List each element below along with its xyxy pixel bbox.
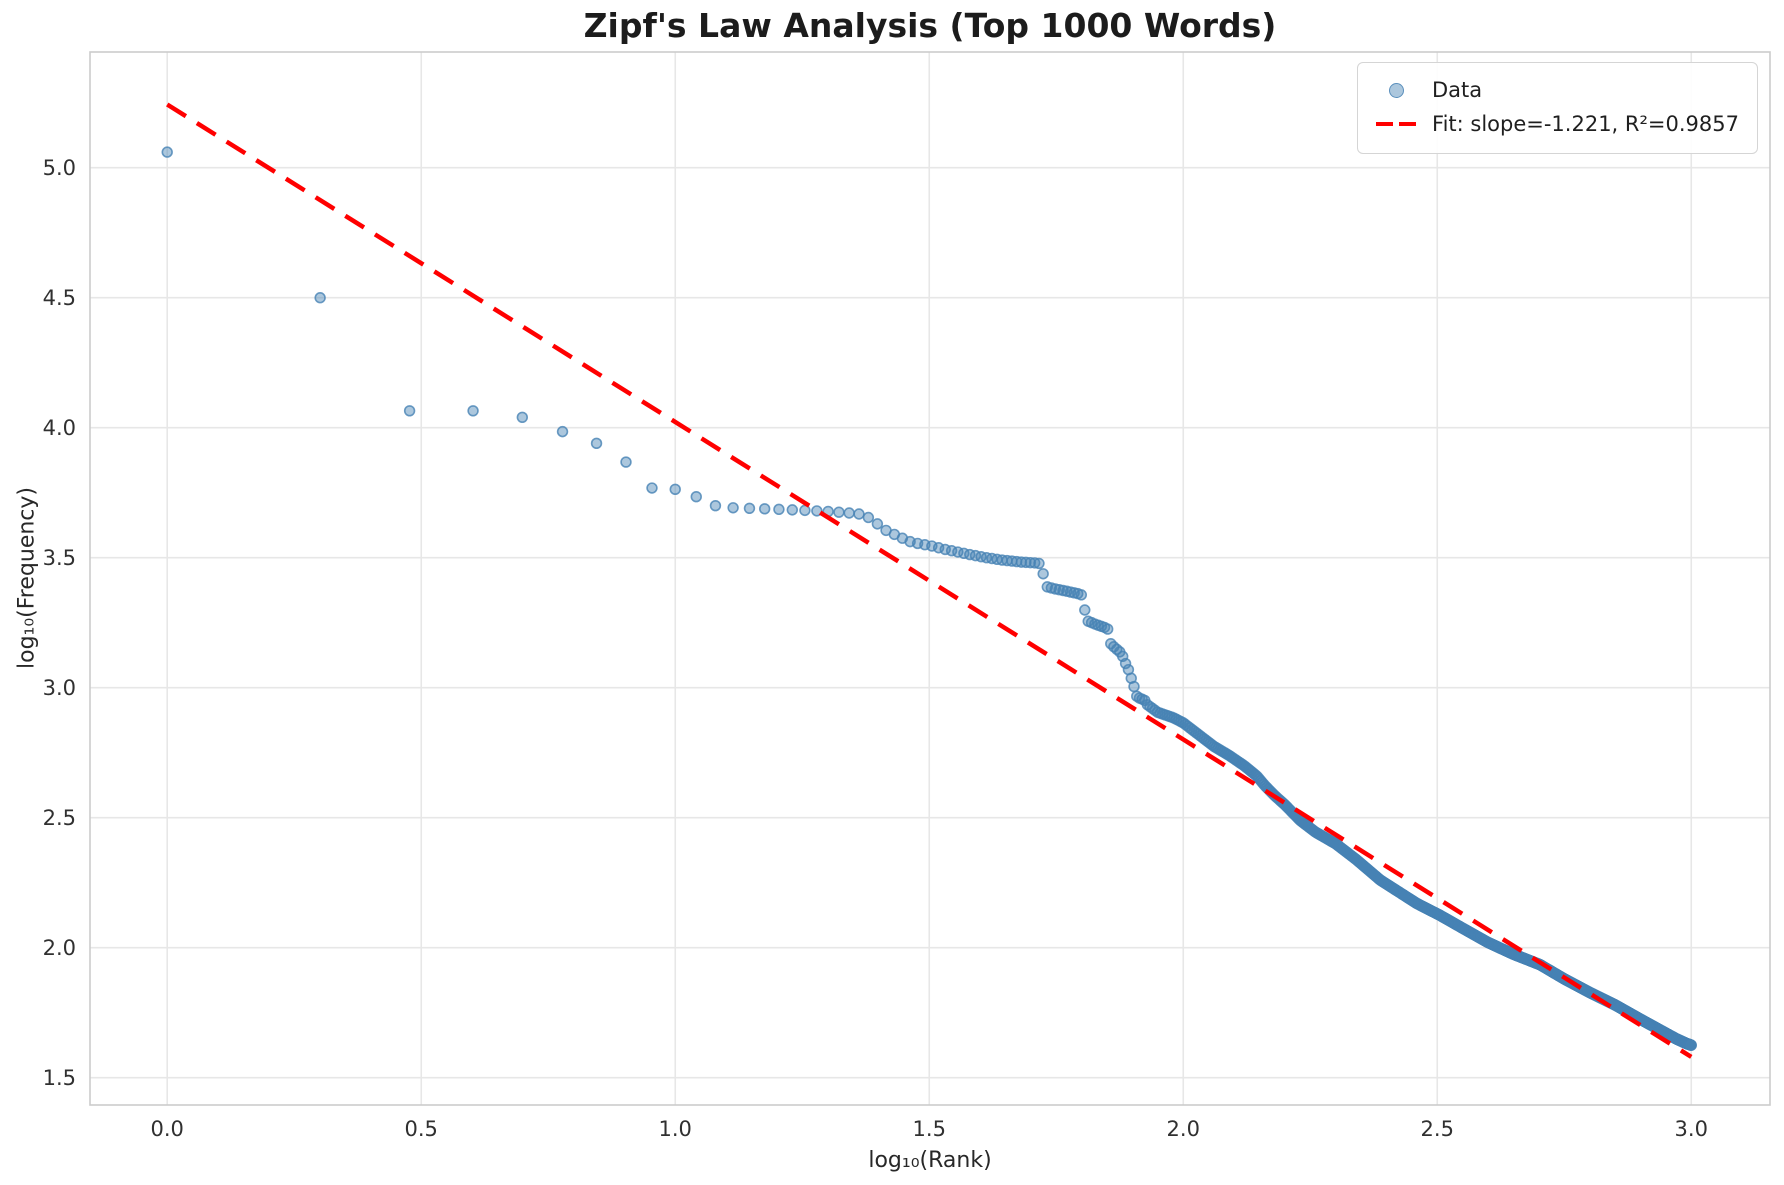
data-point bbox=[1685, 1039, 1697, 1051]
data-point bbox=[786, 504, 799, 516]
fit-line bbox=[166, 102, 1693, 1059]
y-tick-label: 5.0 bbox=[42, 155, 76, 180]
y-tick-label: 2.0 bbox=[42, 935, 76, 960]
data-point bbox=[833, 506, 845, 518]
y-tick-label: 1.5 bbox=[42, 1065, 76, 1090]
y-tick-label: 4.0 bbox=[42, 415, 76, 440]
data-point bbox=[843, 507, 855, 519]
data-point bbox=[1075, 589, 1088, 601]
y-tick-label: 3.0 bbox=[42, 675, 76, 700]
data-point bbox=[620, 456, 632, 468]
data-point bbox=[1079, 604, 1091, 616]
data-point bbox=[1101, 623, 1114, 635]
legend: Data Fit: slope=-1.221, R²=0.9857 bbox=[1357, 62, 1758, 154]
data-point bbox=[743, 502, 756, 515]
data-point bbox=[1128, 680, 1140, 693]
x-tick-label: 1.0 bbox=[658, 1117, 692, 1141]
data-point bbox=[556, 425, 569, 438]
data-point bbox=[871, 518, 884, 530]
data-point bbox=[1119, 657, 1132, 670]
legend-label-fit: Fit: slope=-1.221, R²=0.9857 bbox=[1432, 112, 1739, 136]
y-tick-label: 4.5 bbox=[42, 285, 76, 310]
dashed-line-icon bbox=[1372, 121, 1420, 127]
x-axis-label: log₁₀(Rank) bbox=[868, 1148, 992, 1173]
data-point bbox=[161, 146, 173, 158]
x-tick-label: 0.5 bbox=[404, 1117, 438, 1141]
data-point bbox=[314, 292, 326, 304]
data-point bbox=[590, 437, 603, 450]
x-tick-label: 3.0 bbox=[1674, 1117, 1708, 1141]
data-point bbox=[646, 482, 658, 494]
x-tick-label: 0.0 bbox=[150, 1117, 184, 1141]
data-point bbox=[758, 503, 771, 515]
data-point bbox=[669, 483, 681, 496]
legend-item-data: Data bbox=[1372, 73, 1739, 107]
x-tick-label: 1.5 bbox=[912, 1117, 946, 1141]
data-point bbox=[690, 490, 702, 503]
data-point bbox=[727, 502, 739, 514]
scatter-marker-icon bbox=[1372, 82, 1420, 98]
data-point bbox=[403, 405, 416, 417]
chart-title: Zipf's Law Analysis (Top 1000 Words) bbox=[583, 6, 1277, 45]
data-point bbox=[1033, 557, 1045, 570]
x-tick-label: 2.5 bbox=[1420, 1117, 1454, 1141]
data-point bbox=[467, 405, 479, 417]
legend-label-data: Data bbox=[1432, 78, 1483, 102]
data-point bbox=[1037, 568, 1049, 580]
y-axis-label: log₁₀(Frequency) bbox=[14, 487, 40, 669]
y-tick-label: 3.5 bbox=[42, 545, 76, 570]
x-tick-label: 2.0 bbox=[1166, 1117, 1200, 1141]
y-tick-label: 2.5 bbox=[42, 805, 76, 830]
data-point bbox=[709, 500, 722, 512]
data-point bbox=[773, 503, 785, 516]
data-point bbox=[516, 411, 529, 423]
data-point bbox=[853, 508, 865, 520]
legend-item-fit: Fit: slope=-1.221, R²=0.9857 bbox=[1372, 107, 1739, 141]
data-point bbox=[862, 511, 875, 524]
